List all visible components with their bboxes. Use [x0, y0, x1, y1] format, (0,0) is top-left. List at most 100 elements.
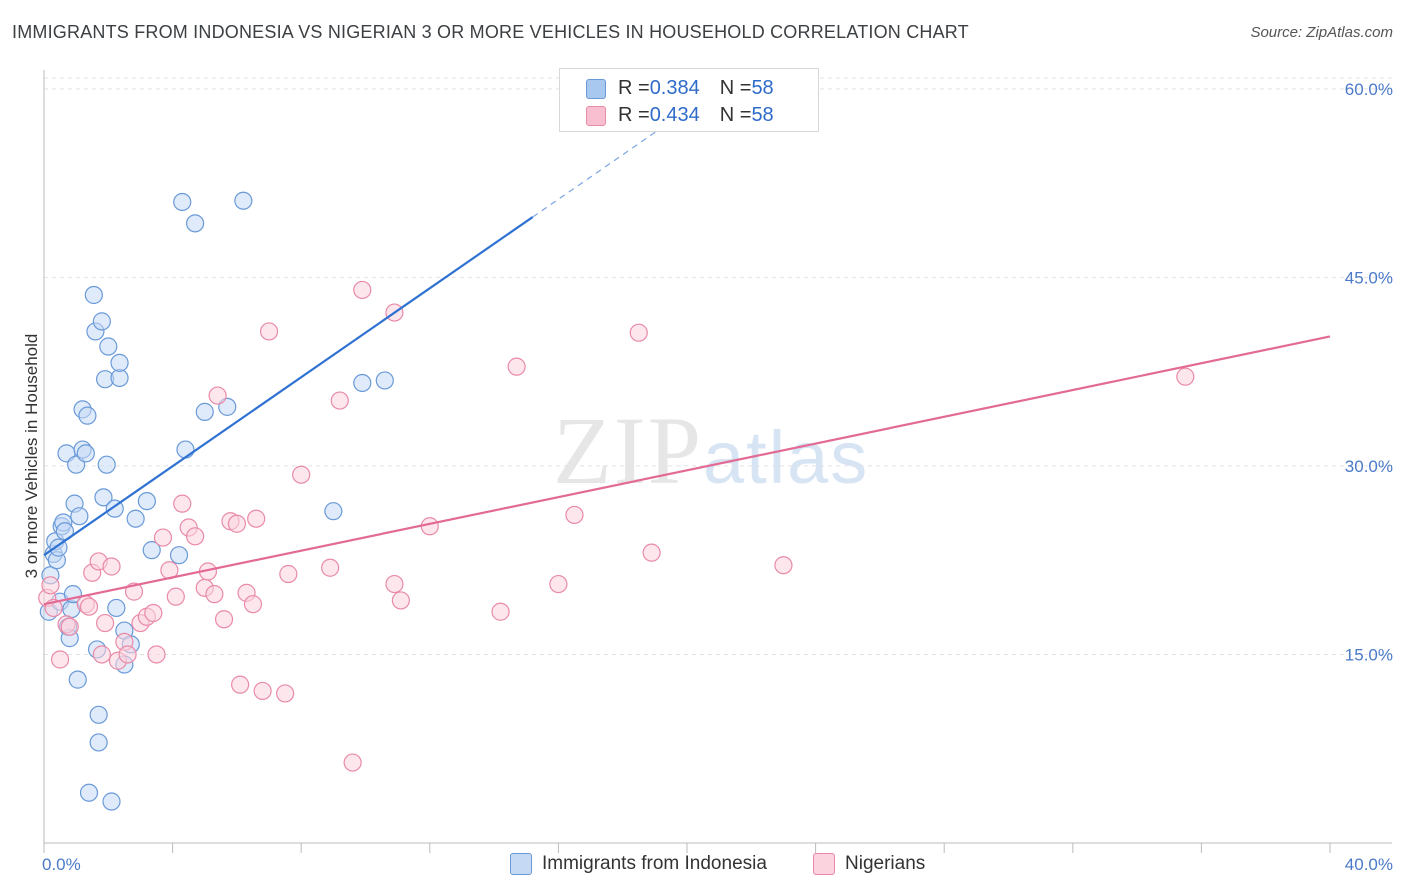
point-nigerians-3 [50, 650, 70, 669]
point-indonesia-44 [142, 541, 161, 560]
point-nigerians-50 [420, 517, 439, 536]
point-indonesia-49 [195, 402, 214, 421]
legend-label-nigerians: Nigerians [845, 853, 926, 874]
legend-r-value: 0.434 [649, 104, 700, 126]
point-indonesia-37 [110, 368, 129, 388]
point-nigerians-23 [166, 587, 185, 606]
y-tick-label: 45.0% [1345, 268, 1393, 287]
point-indonesia-46 [173, 192, 192, 212]
point-indonesia-42 [126, 509, 145, 528]
point-indonesia-33 [99, 337, 118, 356]
legend-r-value: 0.384 [649, 77, 700, 99]
legend-r-label: R = [618, 104, 650, 126]
point-nigerians-46 [353, 280, 372, 300]
point-nigerians-44 [330, 391, 349, 410]
legend-row-indonesia: R = 0.384 N = 58 [586, 77, 774, 100]
x-ticks [43, 843, 1331, 853]
point-nigerians-49 [391, 591, 410, 610]
legend-swatch-nigerians [813, 853, 835, 875]
point-indonesia-23 [79, 783, 99, 802]
point-nigerians-21 [153, 528, 173, 547]
point-nigerians-33 [227, 514, 246, 533]
point-nigerians-48 [385, 574, 404, 594]
point-nigerians-40 [276, 684, 295, 703]
point-nigerians-38 [253, 681, 272, 701]
point-indonesia-29 [92, 312, 111, 331]
point-nigerians-20 [147, 645, 166, 664]
point-nigerians-41 [279, 564, 298, 584]
point-nigerians-5 [60, 617, 79, 636]
legend-swatch-indonesia [510, 853, 532, 875]
point-nigerians-39 [259, 322, 279, 341]
point-nigerians-11 [95, 613, 115, 633]
point-indonesia-51 [234, 191, 253, 210]
watermark: ZIPatlas [553, 395, 869, 506]
chart-source: Source: ZipAtlas.com [1250, 24, 1393, 41]
trend-line-nigerians [43, 335, 1331, 606]
legend-n-value: 58 [751, 77, 774, 99]
y-tick-label: 15.0% [1345, 645, 1393, 664]
point-nigerians-29 [205, 585, 224, 604]
point-nigerians-45 [343, 753, 362, 772]
point-indonesia-53 [353, 373, 372, 393]
axes [43, 70, 1392, 844]
point-nigerians-52 [507, 357, 526, 376]
legend-row-nigerians: R = 0.434 N = 58 [586, 104, 774, 127]
series-nigerians [38, 280, 1195, 772]
point-indonesia-45 [169, 546, 189, 565]
point-nigerians-26 [186, 527, 205, 546]
point-indonesia-47 [176, 440, 195, 459]
point-nigerians-7 [79, 597, 99, 616]
legend-item-nigerians: Nigerians [813, 853, 925, 875]
point-nigerians-31 [214, 610, 234, 629]
y-axis-label: 3 or more Vehicles in Household [22, 334, 41, 579]
point-nigerians-51 [491, 602, 510, 621]
point-nigerians-43 [321, 558, 340, 577]
point-nigerians-42 [292, 465, 311, 484]
point-nigerians-57 [774, 556, 793, 575]
series-indonesia [39, 191, 394, 811]
watermark-zip: ZIP [553, 397, 703, 504]
x-tick-label-min: 0.0% [42, 855, 81, 874]
point-nigerians-15 [118, 645, 137, 664]
point-indonesia-48 [186, 214, 205, 233]
point-indonesia-43 [137, 492, 156, 511]
point-indonesia-24 [84, 285, 103, 305]
point-indonesia-18 [70, 507, 89, 526]
point-nigerians-19 [144, 603, 163, 623]
point-indonesia-27 [89, 705, 108, 724]
point-indonesia-21 [76, 444, 95, 463]
correlation-legend: R = 0.384 N = 58 R = 0.434 N = 58 [559, 68, 819, 132]
point-indonesia-17 [68, 670, 87, 689]
point-nigerians-12 [102, 557, 121, 576]
point-indonesia-54 [375, 371, 394, 390]
point-indonesia-36 [107, 598, 126, 618]
legend-label-indonesia: Immigrants from Indonesia [542, 853, 767, 874]
point-nigerians-55 [629, 323, 648, 342]
legend-r-label: R = [618, 77, 650, 99]
point-indonesia-34 [102, 792, 121, 811]
watermark-atlas: atlas [703, 416, 870, 499]
point-nigerians-58 [1176, 367, 1195, 386]
point-nigerians-24 [173, 494, 192, 513]
point-indonesia-22 [78, 406, 97, 425]
point-nigerians-1 [41, 576, 60, 595]
point-indonesia-28 [89, 733, 108, 752]
x-tick-label-max: 40.0% [1345, 855, 1393, 874]
legend-item-indonesia: Immigrants from Indonesia [510, 853, 767, 875]
point-nigerians-30 [208, 386, 227, 405]
trend-line-indonesia [43, 216, 534, 557]
point-nigerians-53 [549, 574, 568, 594]
point-indonesia-30 [94, 488, 113, 507]
point-nigerians-10 [92, 645, 111, 664]
legend-n-value: 58 [751, 104, 774, 126]
legend-n-label: N = [719, 77, 752, 99]
legend-swatch-indonesia [586, 78, 606, 99]
point-indonesia-52 [324, 502, 343, 521]
point-nigerians-56 [642, 543, 661, 562]
point-indonesia-38 [110, 353, 129, 372]
legend-swatch-nigerians [586, 105, 606, 126]
point-nigerians-37 [247, 509, 266, 528]
legend-n-label: N = [719, 104, 752, 126]
